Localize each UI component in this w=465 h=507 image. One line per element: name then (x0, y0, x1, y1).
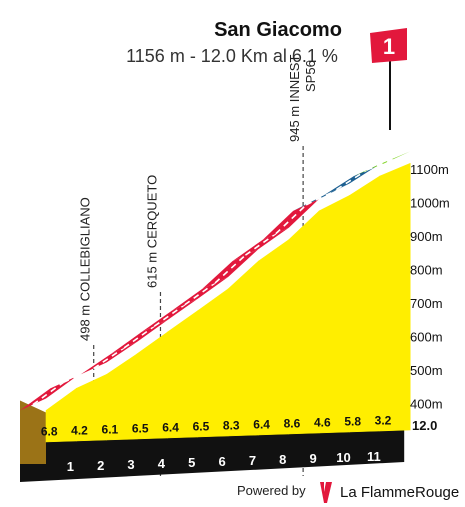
waypoint-label: 498 m COLLEBIGLIANO (78, 197, 93, 341)
km-label: 5 (188, 455, 195, 470)
profile-segment-top (171, 276, 229, 311)
gradient-label: 4.6 (314, 416, 331, 430)
gradient-label: 6.5 (132, 422, 149, 436)
altitude-tick-label: 400m (410, 397, 443, 412)
km-label: 8 (279, 452, 286, 467)
category-flag: 1 (370, 28, 407, 130)
altitude-tick-label: 1100m (410, 162, 449, 177)
profile-center-dash (275, 204, 307, 235)
gradient-label: 3.2 (375, 414, 392, 428)
profile-segment-fill (349, 175, 381, 433)
flamme-rouge-logo-icon (320, 482, 332, 503)
profile-segment-top (111, 320, 168, 354)
chart-subtitle: 1156 m - 12.0 Km al 6.1 % (126, 46, 338, 66)
km-label: 9 (310, 451, 317, 466)
gradient-label: 8.3 (223, 419, 240, 433)
altitude-tick-label: 600m (410, 330, 443, 345)
km-label: 6 (218, 454, 225, 469)
profile-segment-fill (318, 195, 350, 434)
flag-banner (370, 28, 407, 63)
altitude-tick-label: 700m (410, 296, 443, 311)
profile-center-dash (214, 254, 246, 284)
gradient-label: 5.8 (344, 415, 361, 429)
gradient-label: 8.6 (284, 417, 301, 431)
profile-segment-top (141, 298, 198, 333)
gradient-label: 6.4 (162, 421, 179, 435)
profile-side-face (20, 400, 46, 464)
altitude-tick-label: 1000m (410, 196, 450, 211)
km-label: 2 (97, 458, 104, 473)
gradient-label: 6.1 (102, 423, 119, 437)
profile-center-dash (63, 367, 95, 384)
km-label: 4 (158, 456, 166, 471)
gradient-label: 6.8 (41, 425, 58, 439)
category-label: 1 (383, 34, 395, 59)
gradient-label: 6.4 (253, 418, 270, 432)
total-distance-label: 12.0 (412, 418, 437, 433)
profile-segment-top (323, 164, 380, 196)
profile-area (20, 151, 411, 482)
waypoint-labels: 498 m COLLEBIGLIANO 615 m CERQUETO 945 m I… (78, 55, 318, 341)
profile-segment-top (232, 227, 289, 262)
km-label: 10 (336, 450, 350, 465)
waypoint-label: 615 m CERQUETO (144, 175, 159, 288)
profile-segment-top (20, 376, 77, 411)
chart-title: San Giacomo (214, 19, 342, 41)
profile-segment-fill (379, 162, 411, 432)
profile-segment-fill (288, 210, 320, 435)
profile-segment-top (262, 198, 320, 240)
profile-center-dash (366, 156, 398, 171)
brand-label: La FlammeRouge (340, 484, 459, 501)
gradient-label: 6.5 (193, 420, 210, 434)
altitude-tick-label: 800m (410, 263, 443, 278)
profile-base-band (20, 430, 405, 482)
profile-segment-fill (258, 239, 290, 436)
km-label: 3 (127, 457, 134, 472)
km-label: 1 (67, 459, 74, 474)
altitude-tick-label: 900m (410, 229, 443, 244)
profile-segment-top (202, 249, 259, 289)
waypoint-label: 945 m INNEST (287, 55, 302, 142)
km-label: 7 (249, 453, 256, 468)
waypoint-label-secondary: SP56 (303, 60, 318, 92)
profile-segment-fill (197, 288, 229, 438)
gradient-label: 4.2 (71, 424, 88, 438)
profile-segment-top (80, 341, 138, 375)
profile-labels: 6.8 1 4.2 2 6.1 3 6.5 4 6.4 5 6.5 6 8.3 7 6.4 8 8.6 9 4.6 1… (41, 162, 450, 474)
profile-segment-fill (227, 260, 259, 437)
altitude-tick-label: 500m (410, 363, 443, 378)
powered-by-label: Powered by (237, 483, 306, 498)
km-label: 11 (367, 449, 381, 464)
profile-center-dash (305, 188, 337, 206)
